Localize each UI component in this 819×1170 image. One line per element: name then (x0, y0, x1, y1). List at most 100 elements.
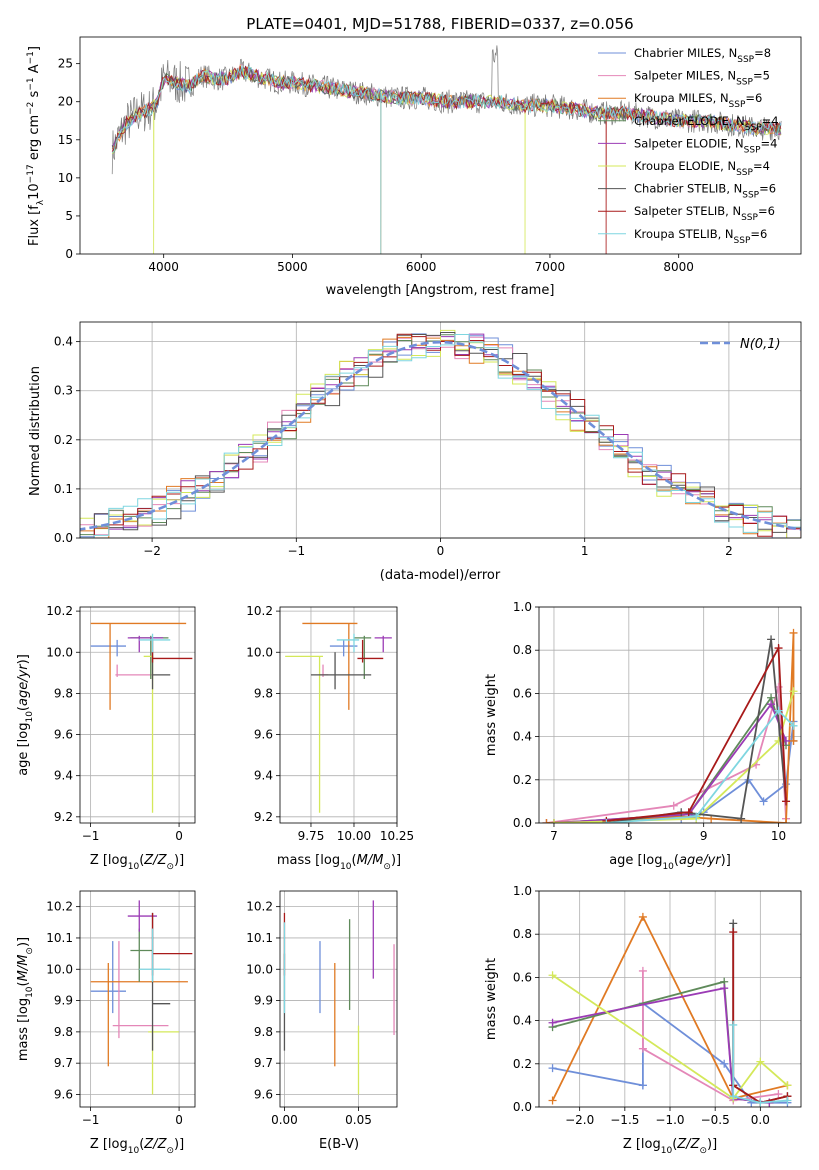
y-tick-label: 10.2 (246, 900, 273, 914)
legend-label: Salpeter MILES, NSSP=5 (634, 69, 770, 88)
axes-mass_vs_Z: −1 09.69.79.89.910.010.110.2Z [log10(Z/Z⊙… (16, 890, 196, 1156)
weight-marker (759, 797, 768, 806)
y-tick-label: 10.0 (46, 962, 73, 976)
label-part: )] (174, 853, 184, 868)
weight-marker (638, 912, 647, 921)
y-axis-label: age [log10(age/yr)] (16, 654, 35, 776)
x-axis-label: mass [log10(M/M⊙)] (277, 853, 401, 872)
label-part: =4 (753, 159, 770, 173)
weight-marker (602, 819, 611, 823)
weight-marker (548, 1064, 557, 1073)
label-part: 10 (27, 183, 42, 200)
weight-marker (638, 966, 647, 975)
label-part: Chabrier STELIB, N (634, 182, 742, 196)
y-tick-label: 5 (65, 209, 73, 223)
label-part: SSP (742, 191, 759, 201)
label-part: )] (16, 937, 31, 947)
plot-area-mass_weight_vs_age (542, 628, 798, 823)
plot-area-age_vs_mass (285, 622, 392, 813)
weight-line-chabrier-elodie (552, 980, 770, 1104)
label-part: SSP (744, 145, 761, 155)
y-tick-label: 9.4 (254, 769, 273, 783)
label-part: ( (139, 1137, 144, 1152)
weight-line-salpeter-stelib (606, 644, 787, 822)
weight-line-salpeter-miles (546, 686, 787, 823)
plot-area-mass_vs_Z (90, 900, 193, 1095)
label-part: 10 (340, 862, 352, 872)
y-tick-label: 0.8 (513, 927, 532, 941)
weight-marker (669, 801, 678, 810)
model-line-salpeter-stelib (111, 65, 782, 254)
x-tick-label: 10 (771, 829, 786, 843)
label-part: )] (721, 853, 731, 868)
x-tick-label: 10.25 (380, 829, 414, 843)
x-tick-label: 1 (581, 544, 589, 558)
label-part: ⊙ (699, 1146, 707, 1156)
axes-frame (79, 606, 196, 824)
x-tick-label: −1.0 (655, 1113, 684, 1127)
weight-line-kroupa-miles (546, 632, 795, 823)
y-tick-label: 0.2 (513, 773, 532, 787)
weight-marker (548, 971, 557, 980)
y-tick-label: 9.2 (254, 810, 273, 824)
x-tick-label: −1 (82, 829, 100, 843)
weight-marker (789, 628, 798, 637)
label-part: =4 (761, 136, 778, 150)
label-part: −1 (26, 51, 36, 64)
weight-marker (774, 1090, 783, 1099)
x-tick-label: 0.0 (751, 1113, 770, 1127)
plot-area-age_vs_Z (90, 622, 193, 813)
y-axis-label: Flux [fλ10−17 erg cm−2 s−1 A−1] (26, 46, 46, 246)
y-tick-label: 10.2 (246, 604, 273, 618)
label-part: Chabrier MILES, N (634, 46, 737, 60)
label-part: )] (391, 853, 401, 868)
y-tick-label: 9.6 (254, 1087, 273, 1101)
weight-marker (756, 1098, 765, 1107)
y-tick-label: 10.0 (246, 962, 273, 976)
label-part: ( (674, 853, 679, 868)
label-part: ( (139, 853, 144, 868)
x-axis-label: Z [log10(Z/Z⊙)] (90, 1137, 184, 1156)
gaussian-curve (80, 340, 801, 531)
y-tick-label: 0.1 (54, 482, 73, 496)
label-part: Kroupa ELODIE, N (634, 159, 736, 173)
label-part: ⊙ (166, 1146, 174, 1156)
label-part: −17 (26, 164, 36, 183)
axes-mass_weight_vs_Z: −2.0 −1.5 −1.0 −0.5 0.0 0.0 0.2 0.4 0.6 0.8 1.0 Z [… (484, 884, 802, 1156)
x-tick-label: 0.05 (345, 1113, 372, 1127)
y-tick-label: 1.0 (513, 884, 532, 898)
y-tick-label: 10.1 (46, 931, 73, 945)
y-tick-label: 0.0 (54, 531, 73, 545)
label-part: Kroupa MILES, N (634, 91, 729, 105)
label-part: =6 (758, 204, 775, 218)
x-axis-label: Z [log10(Z/Z⊙)] (623, 1137, 717, 1156)
weight-marker (774, 706, 783, 715)
label-part: =6 (759, 182, 776, 196)
label-part: =5 (753, 69, 770, 83)
label-part: 10 (25, 986, 35, 998)
label-part: =6 (745, 91, 762, 105)
weight-marker (638, 1081, 647, 1090)
label-part: M/M (357, 853, 384, 868)
x-axis-label: wavelength [Angstrom, rest frame] (326, 283, 555, 298)
label-part: Salpeter MILES, N (634, 69, 736, 83)
y-tick-label: 0.2 (513, 1057, 532, 1071)
weight-marker (638, 1044, 647, 1053)
label-part: 10 (128, 862, 140, 872)
label-part: ( (672, 1137, 677, 1152)
legend-label: Kroupa STELIB, NSSP=6 (634, 227, 767, 246)
plot-area-mass_vs_ebv (283, 900, 395, 1095)
plot-area-residuals (80, 329, 801, 538)
axes-frame (279, 606, 398, 824)
weight-line-salpeter-miles (642, 970, 779, 1102)
label-part: age [log (609, 853, 662, 868)
y-tick-label: 10.0 (246, 645, 273, 659)
label-part: SSP (737, 55, 754, 65)
weight-marker (737, 814, 746, 823)
label-part: ⊙ (166, 862, 174, 872)
weight-marker (729, 919, 738, 928)
label-part: SSP (734, 236, 751, 246)
y-axis-label: mass [log10(M/M⊙)] (16, 937, 35, 1061)
legend-label: N(0,1) (740, 337, 781, 352)
x-tick-label: 10.00 (337, 829, 371, 843)
